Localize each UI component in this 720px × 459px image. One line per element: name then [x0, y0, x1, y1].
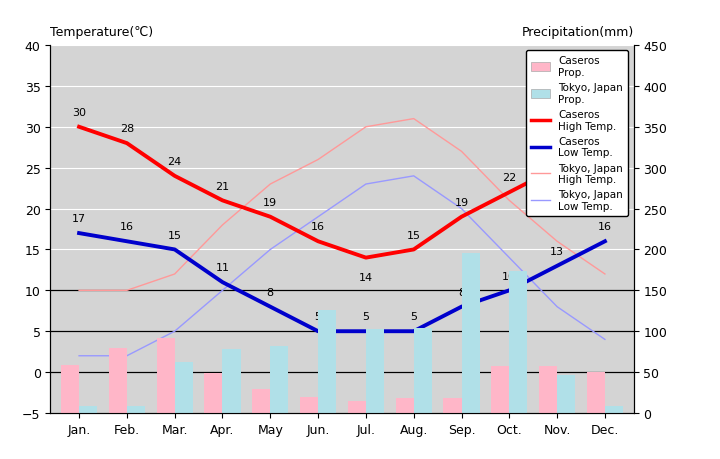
Text: 17: 17: [72, 214, 86, 224]
Text: 30: 30: [72, 108, 86, 118]
Bar: [61, 365, 79, 413]
Bar: [348, 401, 366, 413]
Bar: [270, 346, 289, 413]
Text: 21: 21: [215, 181, 230, 191]
Text: 22: 22: [502, 173, 516, 183]
Bar: [156, 338, 175, 413]
Text: 15: 15: [407, 230, 420, 240]
Bar: [539, 366, 557, 413]
Text: 24: 24: [168, 157, 182, 167]
Text: 13: 13: [550, 246, 564, 257]
Bar: [175, 363, 193, 413]
Text: 5: 5: [410, 312, 417, 322]
Bar: [462, 253, 480, 413]
Bar: [300, 397, 318, 413]
Text: 28: 28: [598, 124, 612, 134]
Text: Temperature(℃): Temperature(℃): [50, 26, 153, 39]
Bar: [605, 406, 623, 413]
Text: 19: 19: [264, 197, 277, 207]
Bar: [252, 389, 270, 413]
Text: 25: 25: [550, 149, 564, 158]
Text: 8: 8: [266, 287, 274, 297]
Bar: [318, 310, 336, 413]
Text: Precipitation(mm): Precipitation(mm): [521, 26, 634, 39]
Bar: [222, 349, 240, 413]
Bar: [109, 349, 127, 413]
Text: 19: 19: [454, 197, 469, 207]
Text: 8: 8: [458, 287, 465, 297]
Text: 16: 16: [120, 222, 134, 232]
Bar: [557, 375, 575, 413]
Text: 11: 11: [215, 263, 230, 273]
Text: 16: 16: [598, 222, 612, 232]
Bar: [587, 372, 605, 413]
Bar: [79, 407, 97, 413]
Bar: [444, 398, 462, 413]
Bar: [395, 398, 414, 413]
Text: 15: 15: [168, 230, 181, 240]
Legend: Caseros
Prop., Tokyo, Japan
Prop., Caseros
High Temp., Caseros
Low Temp., Tokyo,: Caseros Prop., Tokyo, Japan Prop., Caser…: [526, 51, 629, 217]
Bar: [204, 373, 222, 413]
Bar: [127, 407, 145, 413]
Text: 16: 16: [311, 222, 325, 232]
Text: 14: 14: [359, 273, 373, 283]
Text: 10: 10: [503, 271, 516, 281]
Bar: [509, 271, 528, 413]
Text: 5: 5: [315, 312, 322, 322]
Bar: [366, 329, 384, 413]
Bar: [491, 367, 509, 413]
Text: 28: 28: [120, 124, 134, 134]
Text: 5: 5: [362, 312, 369, 322]
Bar: [414, 328, 432, 413]
